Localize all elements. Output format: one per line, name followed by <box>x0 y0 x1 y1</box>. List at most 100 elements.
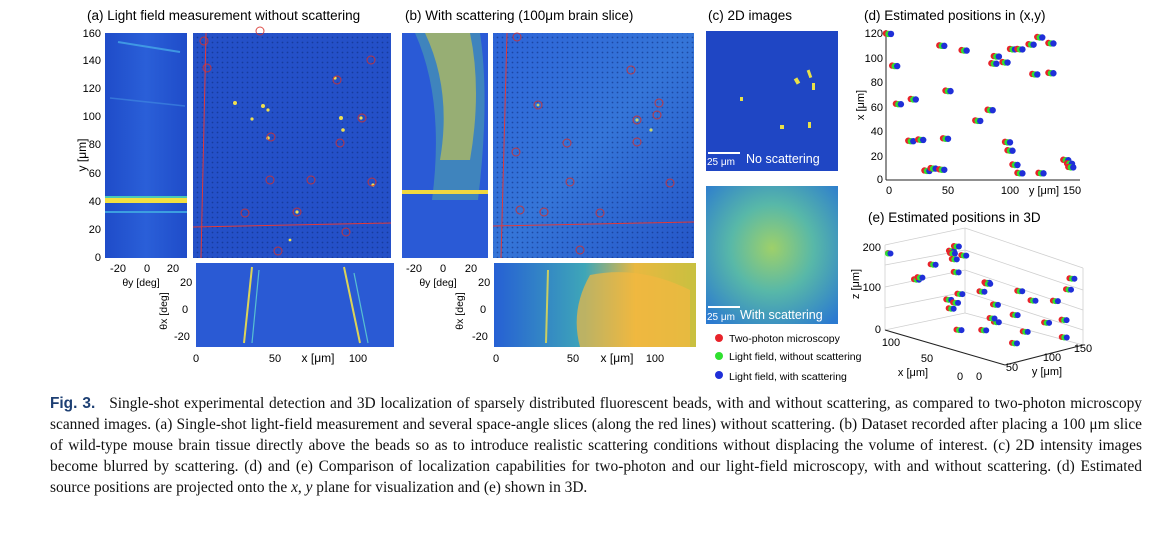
svg-text:120: 120 <box>865 28 883 40</box>
bead-point-3d <box>919 274 926 281</box>
bead-point-3d <box>983 327 990 334</box>
panel-c-label-no-scattering: No scattering <box>746 152 820 166</box>
bead-point-3d <box>1046 319 1053 326</box>
panel-b-bottom-xticks: 0 50 100 <box>493 353 664 365</box>
panel-e: z [μm] 200 100 0 100 50 0 x [μm] 0 50 10… <box>850 227 1092 383</box>
bead-point <box>887 30 895 38</box>
svg-text:60: 60 <box>89 168 101 180</box>
panel-a-bottom-ytick-top: 20 <box>180 277 192 289</box>
bead-point-3d <box>955 299 962 306</box>
panel-d-title: (d) Estimated positions in (x,y) <box>864 8 1046 23</box>
panel-c-scale-bar-bottom <box>708 306 740 308</box>
bead-point <box>993 60 1000 67</box>
bead-point <box>920 136 927 144</box>
bead-point <box>1039 34 1046 41</box>
bead-point-3d <box>1068 286 1075 293</box>
svg-text:0: 0 <box>440 263 446 275</box>
svg-text:20: 20 <box>871 151 883 163</box>
panel-a-bottom-slice <box>196 263 394 347</box>
svg-text:100: 100 <box>863 282 881 294</box>
svg-text:100: 100 <box>882 337 900 349</box>
svg-text:50: 50 <box>942 185 954 197</box>
panel-a-ylabel: y [μm] <box>75 139 89 172</box>
panel-a-title: (a) Light field measurement without scat… <box>87 8 360 23</box>
panel-e-title: (e) Estimated positions in 3D <box>868 210 1041 225</box>
bead-point <box>995 53 1003 60</box>
panel-a-xlabel-angle: θy [deg] <box>122 277 159 289</box>
bead-point-3d <box>887 250 894 257</box>
svg-text:0: 0 <box>144 263 150 275</box>
bead-point <box>963 47 970 54</box>
panel-d: x [μm] 120 100 80 60 40 20 0 0 50 100 15… <box>855 28 1081 197</box>
svg-text:100: 100 <box>349 353 367 365</box>
panel-e-xticks: 100 50 0 <box>882 337 963 383</box>
bead-point <box>1004 59 1011 66</box>
panel-e-xlabel: x [μm] <box>898 367 928 379</box>
panel-b-bottom-xlabel: x [μm] <box>601 351 634 365</box>
panel-b-bottom-ytick-top: 20 <box>478 277 490 289</box>
panel-a-bottom-ytick-mid: 0 <box>182 304 188 316</box>
bead-point-3d <box>1024 328 1031 335</box>
svg-text:20: 20 <box>89 224 101 236</box>
svg-text:40: 40 <box>89 196 101 208</box>
bead-point <box>989 106 996 114</box>
bead-point <box>944 135 952 142</box>
svg-text:40: 40 <box>871 126 883 138</box>
panel-c-scale-label-bottom: 25 μm <box>707 312 735 323</box>
bead-point-3d <box>955 269 962 276</box>
caption-label: Fig. 3. <box>50 395 96 412</box>
svg-text:60: 60 <box>871 102 883 114</box>
panel-e-points <box>885 243 1078 347</box>
panel-b-slice-line-vertical <box>500 32 508 259</box>
panel-a-bottom-traces <box>243 266 369 344</box>
bead-point <box>893 62 901 70</box>
panel-d-yticks: 120 100 80 60 40 20 0 <box>865 28 883 186</box>
bead-point <box>1006 139 1014 146</box>
panel-b-xticks-angle: -20 0 20 <box>406 263 477 275</box>
panel-c-image-no-scattering <box>706 31 838 171</box>
svg-text:0: 0 <box>493 353 499 365</box>
bead-point-3d <box>995 319 1002 326</box>
bead-point <box>941 42 948 50</box>
svg-text:0: 0 <box>886 185 892 197</box>
svg-text:50: 50 <box>921 353 933 365</box>
panel-e-front-axes <box>884 329 1084 366</box>
panel-e-zticks: 200 100 0 <box>863 242 881 336</box>
panel-b-bottom-ytick-low: -20 <box>472 331 488 343</box>
panel-c-scale-label-top: 25 μm <box>707 157 735 168</box>
svg-text:0: 0 <box>877 174 883 186</box>
svg-text:120: 120 <box>83 83 101 95</box>
panel-c-label-with-scattering: With scattering <box>740 308 823 322</box>
svg-text:80: 80 <box>871 77 883 89</box>
panel-b-xlabel-angle: θy [deg] <box>419 277 456 289</box>
svg-text:150: 150 <box>1063 185 1081 197</box>
bead-point-3d <box>955 243 962 250</box>
bead-point <box>912 96 919 103</box>
bead-point <box>947 87 954 95</box>
legend: Two-photon microscopy Light field, witho… <box>715 333 862 383</box>
panel-b-bottom-ylabel: θx [deg] <box>454 292 466 329</box>
bead-point-3d <box>1032 297 1039 304</box>
bead-point-3d <box>1071 275 1078 282</box>
panel-a-slice-line-vertical <box>200 32 207 259</box>
bead-point <box>1070 164 1077 171</box>
bead-point-3d <box>981 288 988 295</box>
bead-point <box>1034 71 1041 78</box>
panel-b-beads <box>536 103 653 132</box>
bead-point-3d <box>932 261 939 268</box>
panel-a-bottom-xlabel: x [μm] <box>302 351 335 365</box>
panel-a-xticks-angle: -20 0 20 <box>110 263 179 275</box>
svg-text:140: 140 <box>83 55 101 67</box>
bead-point-3d <box>1013 340 1020 347</box>
panel-d-ylabel: x [μm] <box>855 90 867 120</box>
legend-marker-two-photon <box>715 334 723 342</box>
bead-point-3d <box>987 280 994 287</box>
svg-text:20: 20 <box>465 263 477 275</box>
caption-var-y: y <box>305 479 313 496</box>
svg-text:50: 50 <box>1006 362 1018 374</box>
panel-b-rois <box>511 32 675 255</box>
bead-point <box>1030 41 1037 48</box>
panel-a-side-slice <box>105 33 187 258</box>
bead-point <box>1019 46 1026 53</box>
svg-text:0: 0 <box>95 252 101 264</box>
